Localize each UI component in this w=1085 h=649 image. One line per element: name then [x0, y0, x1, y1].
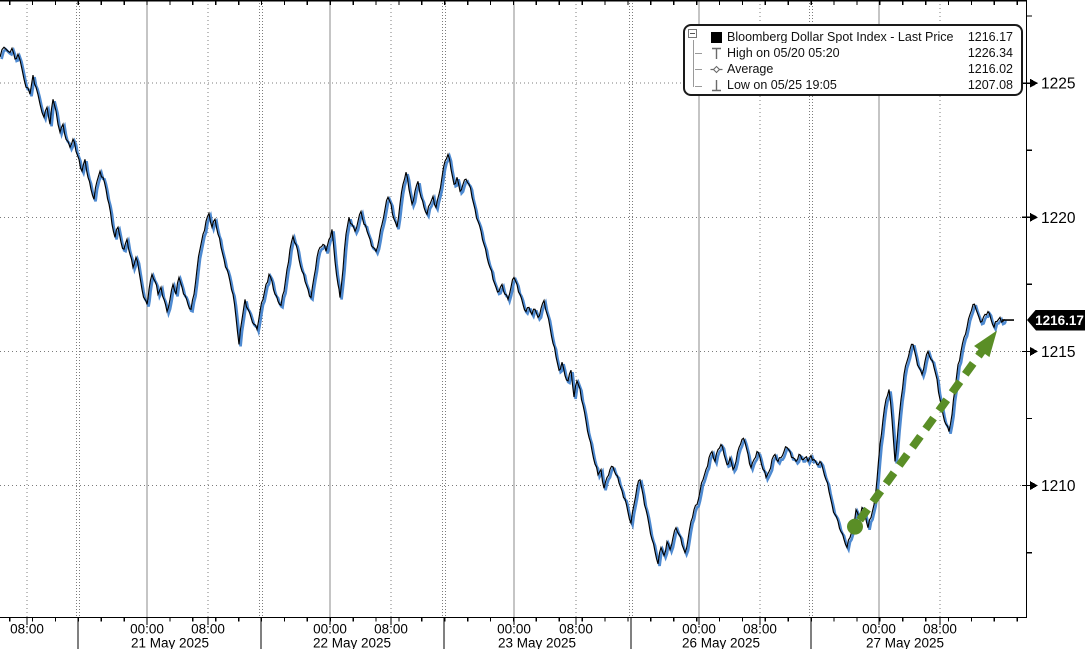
legend-label: Average	[727, 63, 774, 76]
x-date-label: 27 May 2025	[866, 636, 944, 649]
x-time-label: 08:00	[559, 622, 593, 637]
y-tick-arrow	[1030, 78, 1038, 88]
legend-value: 1226.34	[967, 46, 1013, 61]
legend-tree-stub	[695, 69, 702, 71]
trend-arrow-dot	[847, 518, 863, 535]
y-tick-label: 1210	[1041, 478, 1076, 495]
average-marker-icon	[708, 63, 724, 76]
legend-row-high[interactable]: High on 05/20 05:20 1226.34	[687, 45, 1013, 61]
price-line-glow	[0, 46, 1007, 567]
x-time-label: 00:00	[682, 622, 716, 637]
legend-row-last-price[interactable]: Bloomberg Dollar Spot Index - Last Price…	[687, 29, 1013, 45]
x-date-label: 23 May 2025	[498, 636, 576, 649]
trend-arrow-shaft	[856, 347, 987, 523]
last-price-tag: 1216.17	[1027, 309, 1085, 331]
x-time-label: 08:00	[10, 622, 44, 637]
axes	[0, 0, 1038, 649]
x-time-label: 00:00	[313, 622, 347, 637]
legend-tree-rail	[693, 40, 694, 87]
x-time-label: 00:00	[497, 622, 531, 637]
legend-tree-stub	[695, 53, 702, 55]
x-date-label: 26 May 2025	[682, 636, 760, 649]
legend-label: High on 05/20 05:20	[727, 47, 840, 60]
legend-value: 1216.02	[967, 62, 1013, 77]
legend-value: 1207.08	[967, 78, 1013, 93]
x-time-label: 08:00	[374, 622, 408, 637]
y-tick-label: 1220	[1041, 210, 1076, 227]
legend-label: Low on 05/25 19:05	[727, 79, 837, 92]
gridlines	[0, 0, 1026, 617]
chart-legend[interactable]: Bloomberg Dollar Spot Index - Last Price…	[683, 24, 1023, 96]
trend-arrow-head	[974, 330, 997, 358]
y-tick-arrow	[1030, 481, 1038, 491]
x-time-label: 00:00	[130, 622, 164, 637]
series-square-icon	[708, 31, 724, 43]
low-marker-icon	[708, 79, 724, 92]
y-tick-label: 1215	[1041, 344, 1075, 361]
x-time-label: 08:00	[923, 622, 957, 637]
x-time-label: 08:00	[191, 622, 225, 637]
y-tick-arrow	[1030, 212, 1038, 222]
legend-value: 1216.17	[967, 29, 1013, 44]
x-date-label: 21 May 2025	[131, 636, 209, 649]
y-tick-label: 1225	[1041, 76, 1075, 93]
price-line	[0, 46, 1006, 565]
legend-tree-stub	[695, 85, 702, 87]
legend-row-average[interactable]: Average 1216.02	[687, 61, 1013, 77]
legend-row-low[interactable]: Low on 05/25 19:05 1207.08	[687, 78, 1013, 94]
high-marker-icon	[708, 47, 724, 60]
x-time-label: 00:00	[862, 622, 896, 637]
x-time-label: 08:00	[743, 622, 777, 637]
legend-collapse-icon[interactable]	[688, 29, 697, 38]
trend-arrow	[847, 330, 997, 535]
legend-label: Bloomberg Dollar Spot Index - Last Price	[727, 30, 954, 44]
y-tick-arrow	[1030, 346, 1038, 356]
x-date-label: 22 May 2025	[313, 636, 391, 649]
